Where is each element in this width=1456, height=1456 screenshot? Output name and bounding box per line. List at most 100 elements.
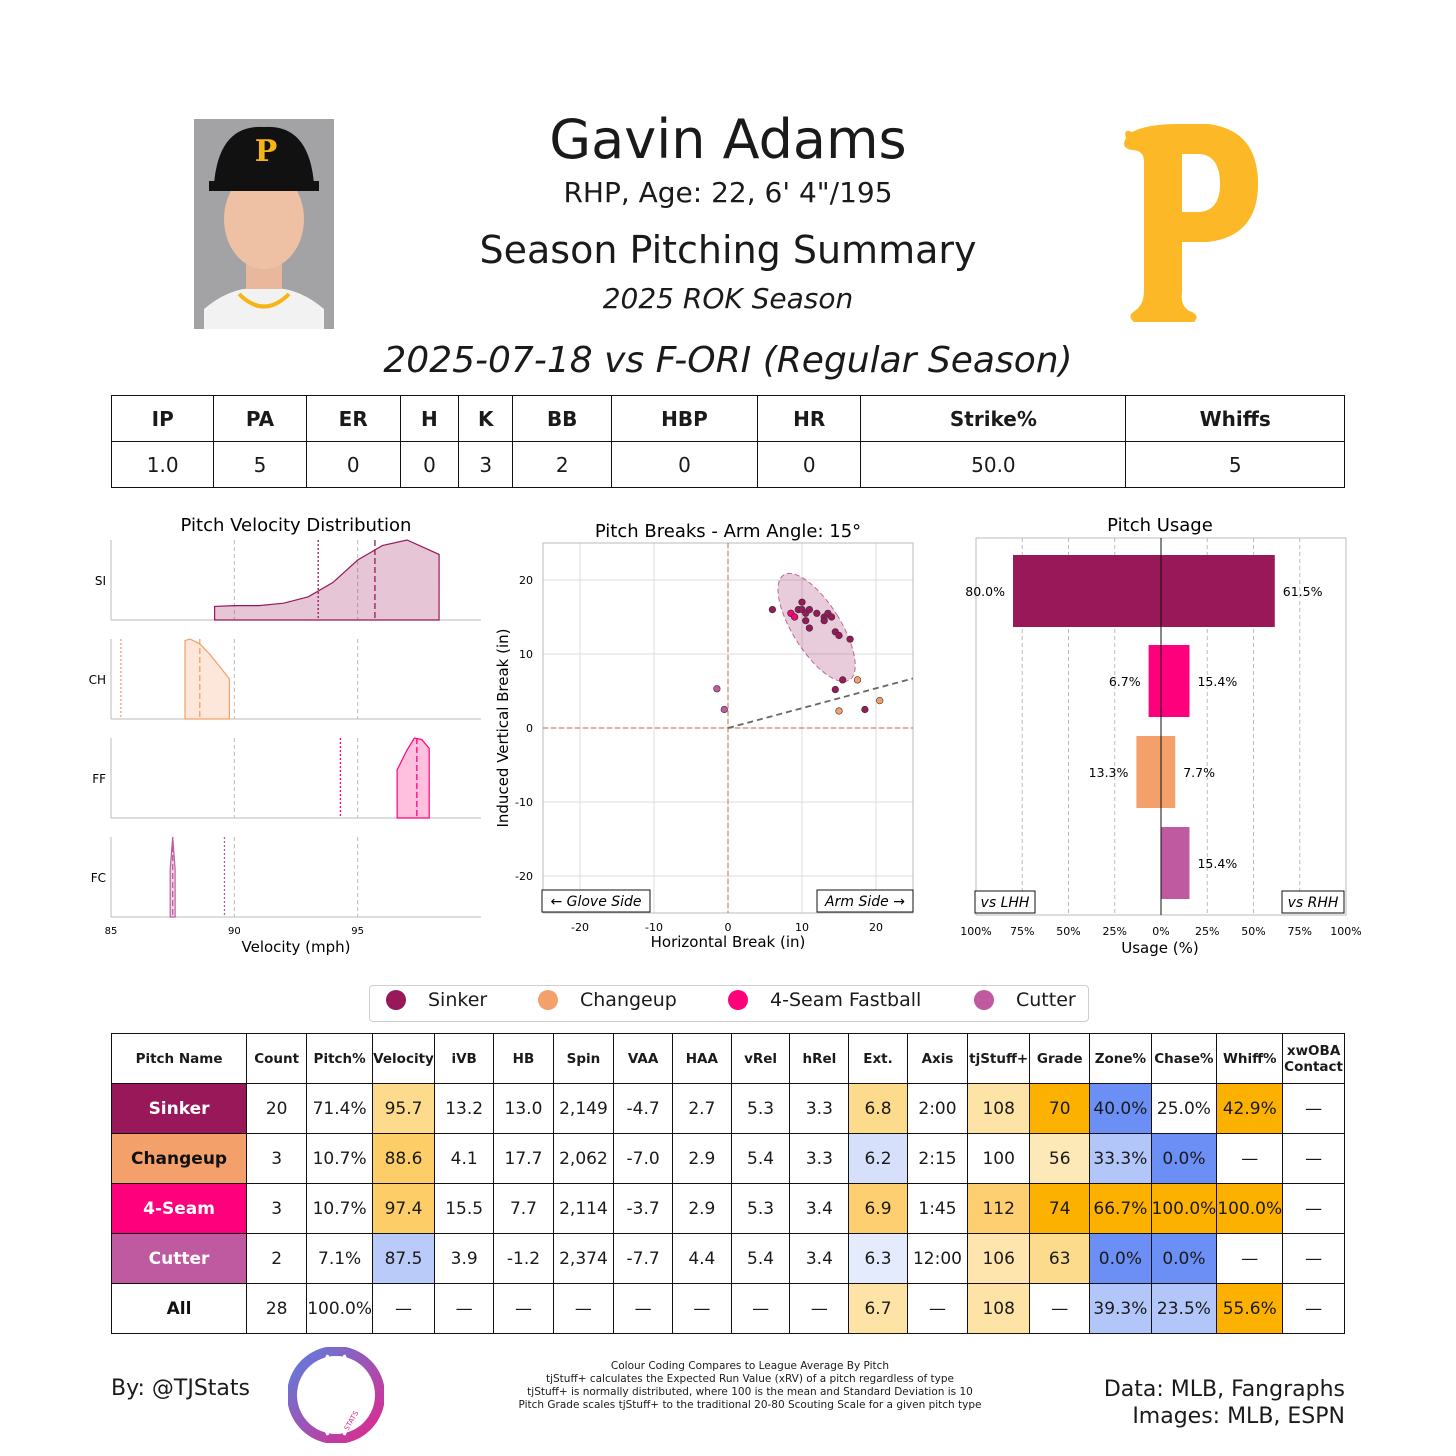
player-name: Gavin Adams xyxy=(549,108,907,171)
usage-bar-lhh xyxy=(1136,736,1161,808)
pitch-table-cell: 3.3 xyxy=(789,1083,850,1134)
velocity-row-label: FF xyxy=(92,772,106,786)
pitch-table-cell: — xyxy=(730,1283,791,1334)
pitch-table-cell: 13.2 xyxy=(433,1083,495,1134)
pitch-table-cell: — xyxy=(1282,1133,1345,1184)
velocity-row-ff: FF xyxy=(92,737,481,819)
pitch-table-cell: 6.8 xyxy=(848,1083,908,1134)
legend-marker xyxy=(538,990,558,1010)
legend-marker xyxy=(974,990,994,1010)
pitch-table-cell: 6.2 xyxy=(848,1133,908,1184)
summary-value: 2 xyxy=(512,441,612,488)
pitch-table-cell: 2,114 xyxy=(552,1183,615,1234)
pitch-table-cell: — xyxy=(1282,1183,1345,1234)
summary-value: 5 xyxy=(213,441,307,488)
summary-header: K xyxy=(457,395,514,442)
velocity-x-axis-label: Velocity (mph) xyxy=(242,938,351,956)
pitch-table-header-cell: vRel xyxy=(730,1033,791,1084)
velocity-row-label: CH xyxy=(89,673,106,687)
summary-header: IP xyxy=(110,395,215,442)
break-point-changeup xyxy=(835,707,843,715)
summary-value: 0 xyxy=(305,441,401,488)
breaks-y-tick-label: 10 xyxy=(519,648,533,661)
break-point-sinker xyxy=(839,676,847,684)
break-point-sinker xyxy=(846,635,854,643)
footnote-line: tjStuff+ calculates the Expected Run Val… xyxy=(545,1373,955,1385)
pitch-table-cell: 1:45 xyxy=(906,1183,969,1234)
pitch-table-cell: 87.5 xyxy=(372,1233,435,1284)
legend-label: 4-Seam Fastball xyxy=(770,989,922,1011)
pitch-table-cell: 6.7 xyxy=(848,1283,908,1334)
summary-header: HBP xyxy=(610,395,759,442)
pitch-metrics-table: Pitch Name Count Pitch% Velocity iVB HB Spin VA… xyxy=(110,1033,1345,1334)
break-point-sinker xyxy=(768,605,777,614)
legend-marker xyxy=(386,990,406,1010)
usage-label-rhh: 15.4% xyxy=(1197,674,1237,689)
legend-label: Changeup xyxy=(580,989,677,1011)
pitch-table-cell: 108 xyxy=(967,1083,1031,1134)
pitch-table-header-cell: Grade xyxy=(1029,1033,1091,1084)
legend-item-fourseam: 4-Seam Fastball xyxy=(728,989,921,1011)
pitch-table-cell: 33.3% xyxy=(1089,1133,1152,1184)
pitch-table-cell: 25.0% xyxy=(1150,1083,1218,1134)
footnote-line: tjStuff+ is normally distributed, where … xyxy=(527,1386,973,1398)
usage-label-rhh: 15.4% xyxy=(1197,856,1237,871)
pitch-table-cell: 5.3 xyxy=(730,1083,791,1134)
pitch-table-cell: 55.6% xyxy=(1216,1283,1284,1334)
pitch-table-row: All 28 100.0% — — — — — — — —6.7—108—39.3% 23.5% 55.… xyxy=(110,1283,1345,1334)
breaks-y-tick-label: 0 xyxy=(526,722,533,735)
usage-x-axis-label: Usage (%) xyxy=(1121,939,1198,957)
pitch-table-cell: 63 xyxy=(1029,1233,1091,1284)
legend-marker xyxy=(728,990,748,1010)
breaks-x-axis-label: Horizontal Break (in) xyxy=(651,933,806,951)
pitch-table-cell: 10.7% xyxy=(306,1133,374,1184)
pitch-name-cell: 4-Seam xyxy=(110,1183,248,1234)
summary-header-row: IP PA ER H K BB HBP HR Strike% Whiffs xyxy=(110,395,1345,442)
pitch-name-cell: All xyxy=(110,1283,248,1334)
usage-label-lhh: 80.0% xyxy=(965,584,1005,599)
usage-tick-label: 100% xyxy=(960,925,991,938)
velocity-chart-title: Pitch Velocity Distribution xyxy=(181,515,412,536)
pitch-table-cell: 74 xyxy=(1029,1183,1091,1234)
pitch-table-cell: — xyxy=(906,1283,969,1334)
velocity-row-label: SI xyxy=(95,574,106,588)
pitch-usage-chart: Pitch Usage 100% 75% 50% 25% 0% 25% 50% 75% 100% 8… xyxy=(960,515,1361,957)
summary-value: 1.0 xyxy=(110,441,215,488)
pitch-table-row: Cutter 2 7.1% 87.5 3.9 -1.2 2,374 -7.7 4.4 5.4 3.4… xyxy=(110,1233,1345,1284)
legend-item-cutter: Cutter xyxy=(974,989,1076,1011)
pitch-table-cell: 95.7 xyxy=(372,1083,435,1134)
velocity-distribution-panel: Pitch Velocity Distribution SI CH FF FC 85 90 9… xyxy=(80,510,490,960)
pitch-table-header-cell: VAA xyxy=(613,1033,674,1084)
usage-bar-rhh xyxy=(1161,827,1190,899)
breaks-x-tick-label: 10 xyxy=(795,921,809,934)
pitch-table-cell: 7.1% xyxy=(306,1233,374,1284)
pitch-table-cell: -4.7 xyxy=(613,1083,674,1134)
pitch-table-cell: 100.0% xyxy=(1216,1183,1284,1234)
pitch-table-cell: 2.9 xyxy=(672,1133,732,1184)
pitch-table-cell: 5.4 xyxy=(730,1233,791,1284)
pitch-table-cell: — xyxy=(613,1283,674,1334)
summary-value-row: 1.0 5 0 0 3 2 0 0 50.0 5 xyxy=(110,441,1345,488)
vs-lhh-label: vs LHH xyxy=(981,895,1030,911)
velocity-row-si: SI xyxy=(95,539,481,621)
pitch-table-body: Sinker 20 71.4% 95.7 13.2 13.0 2,149 -4.7 2.7 5.3… xyxy=(110,1083,1345,1334)
pitch-table-cell: 2,149 xyxy=(552,1083,615,1134)
usage-label-rhh: 7.7% xyxy=(1183,765,1215,780)
break-point-sinker xyxy=(861,705,869,714)
breaks-y-axis-label: Induced Vertical Break (in) xyxy=(494,628,512,827)
pitch-table-cell: — xyxy=(1282,1283,1345,1334)
velocity-tick-label: 90 xyxy=(228,926,241,937)
pitch-table-header-cell: xwOBA Contact xyxy=(1282,1033,1345,1084)
pitch-table-cell: 56 xyxy=(1029,1133,1091,1184)
usage-chart-title: Pitch Usage xyxy=(1107,515,1213,536)
pitch-table-header-cell: Pitch Name xyxy=(110,1033,248,1084)
break-point-sinker xyxy=(802,617,810,625)
pitch-table-cell: 2.9 xyxy=(672,1183,732,1234)
velocity-row-ch: CH xyxy=(89,638,481,720)
usage-bar-lhh xyxy=(1013,555,1161,627)
pitch-table-cell: — xyxy=(372,1283,435,1334)
byline: By: @TJStats xyxy=(111,1376,251,1401)
break-point-sinker xyxy=(831,685,839,694)
breaks-x-tick-label: -20 xyxy=(571,921,589,934)
footnote: Colour Coding Compares to League Average… xyxy=(470,1360,1030,1412)
